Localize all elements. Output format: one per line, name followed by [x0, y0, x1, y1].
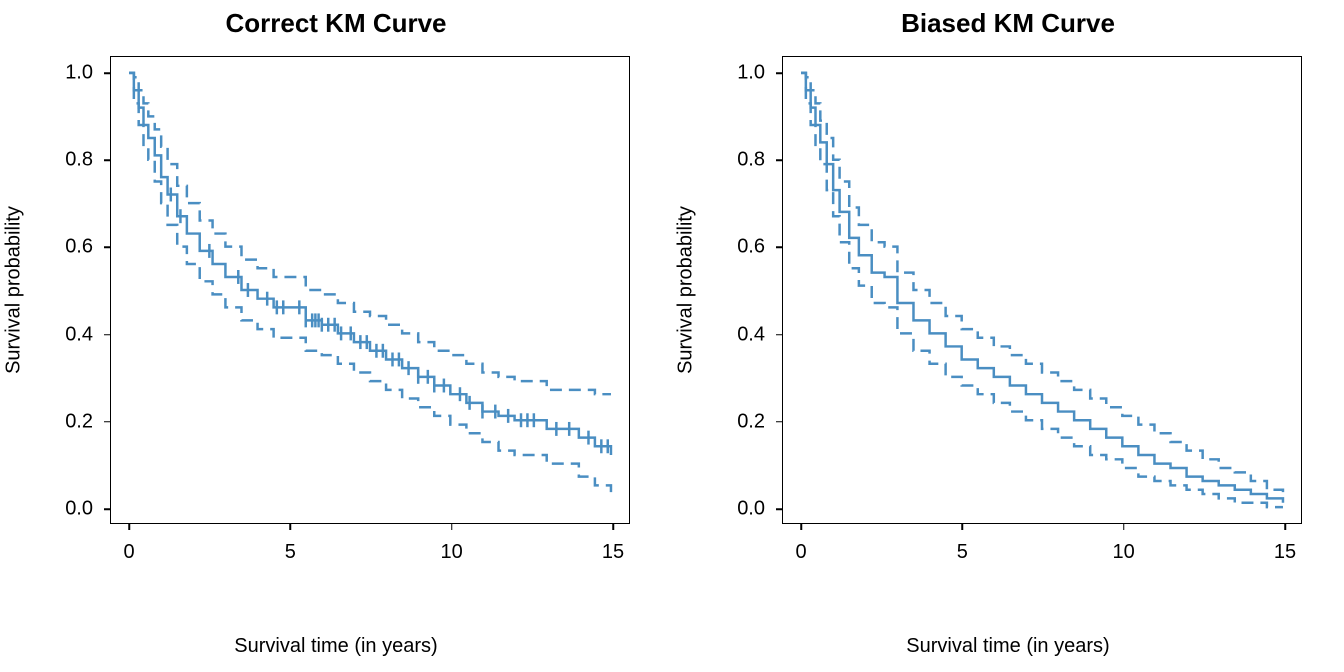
plot-area: 0.00.20.40.60.81.0051015 [782, 56, 1302, 524]
y-tick-label: 1.0 [65, 62, 111, 85]
x-tick-label: 10 [441, 523, 463, 564]
y-tick-label: 0.8 [737, 149, 783, 172]
y-tick-label: 1.0 [737, 62, 783, 85]
y-tick-label: 0.2 [65, 410, 111, 433]
panel-title: Correct KM Curve [0, 8, 672, 39]
y-axis-label: Survival probability [675, 206, 698, 374]
x-tick-label: 5 [957, 523, 968, 564]
y-tick-label: 0.6 [65, 236, 111, 259]
km-curves [111, 57, 629, 523]
x-axis-label: Survival time (in years) [0, 635, 672, 658]
x-tick-label: 15 [1274, 523, 1296, 564]
y-axis-label: Survival probability [3, 206, 26, 374]
panel-title: Biased KM Curve [672, 8, 1344, 39]
y-tick-label: 0.0 [737, 498, 783, 521]
y-tick-label: 0.6 [737, 236, 783, 259]
chart-panel-right: Biased KM Curve Survival probability Survi… [672, 0, 1344, 672]
chart-panel-left: Correct KM Curve Survival probability Surv… [0, 0, 672, 672]
x-axis-label: Survival time (in years) [672, 635, 1344, 658]
km-main-curve [129, 73, 611, 455]
y-tick-label: 0.4 [65, 323, 111, 346]
km-curves [783, 57, 1301, 523]
x-tick-label: 0 [795, 523, 806, 564]
y-tick-label: 0.2 [737, 410, 783, 433]
x-tick-label: 5 [285, 523, 296, 564]
x-tick-label: 10 [1113, 523, 1135, 564]
km-main-curve [801, 73, 1283, 503]
y-tick-label: 0.8 [65, 149, 111, 172]
plot-area: 0.00.20.40.60.81.0051015 [110, 56, 630, 524]
km-ci-upper [801, 73, 1283, 494]
km-ci-lower [129, 73, 611, 494]
x-tick-label: 0 [123, 523, 134, 564]
x-tick-label: 15 [602, 523, 624, 564]
y-tick-label: 0.0 [65, 498, 111, 521]
figure-root: Correct KM Curve Survival probability Surv… [0, 0, 1344, 672]
km-ci-lower [801, 73, 1283, 507]
y-tick-label: 0.4 [737, 323, 783, 346]
